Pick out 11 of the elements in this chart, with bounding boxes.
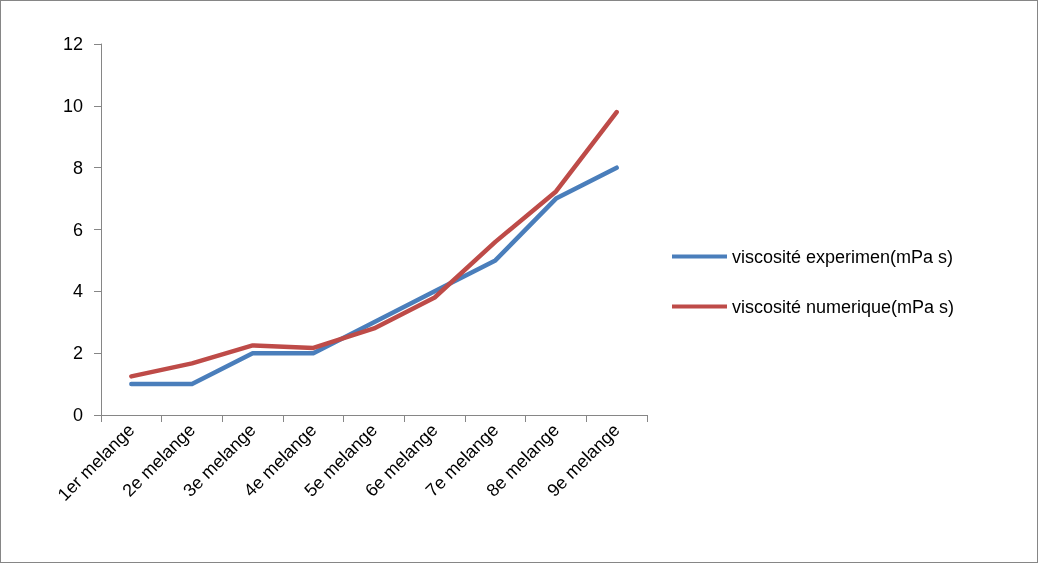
y-tick-label: 4: [72, 281, 83, 302]
line-series: [129, 109, 619, 379]
legend-label: viscosité experimen(mPa s): [732, 246, 954, 267]
y-tick-label: 10: [62, 95, 83, 116]
y-tick-label: 0: [72, 405, 83, 425]
y-tick-label: 12: [62, 34, 83, 54]
y-tick-label: 2: [72, 343, 83, 364]
line-series: [129, 165, 619, 387]
y-tick-label: 8: [72, 157, 83, 178]
y-tick-label: 6: [72, 219, 83, 240]
legend-label: viscosité numerique(mPa s): [732, 296, 955, 317]
